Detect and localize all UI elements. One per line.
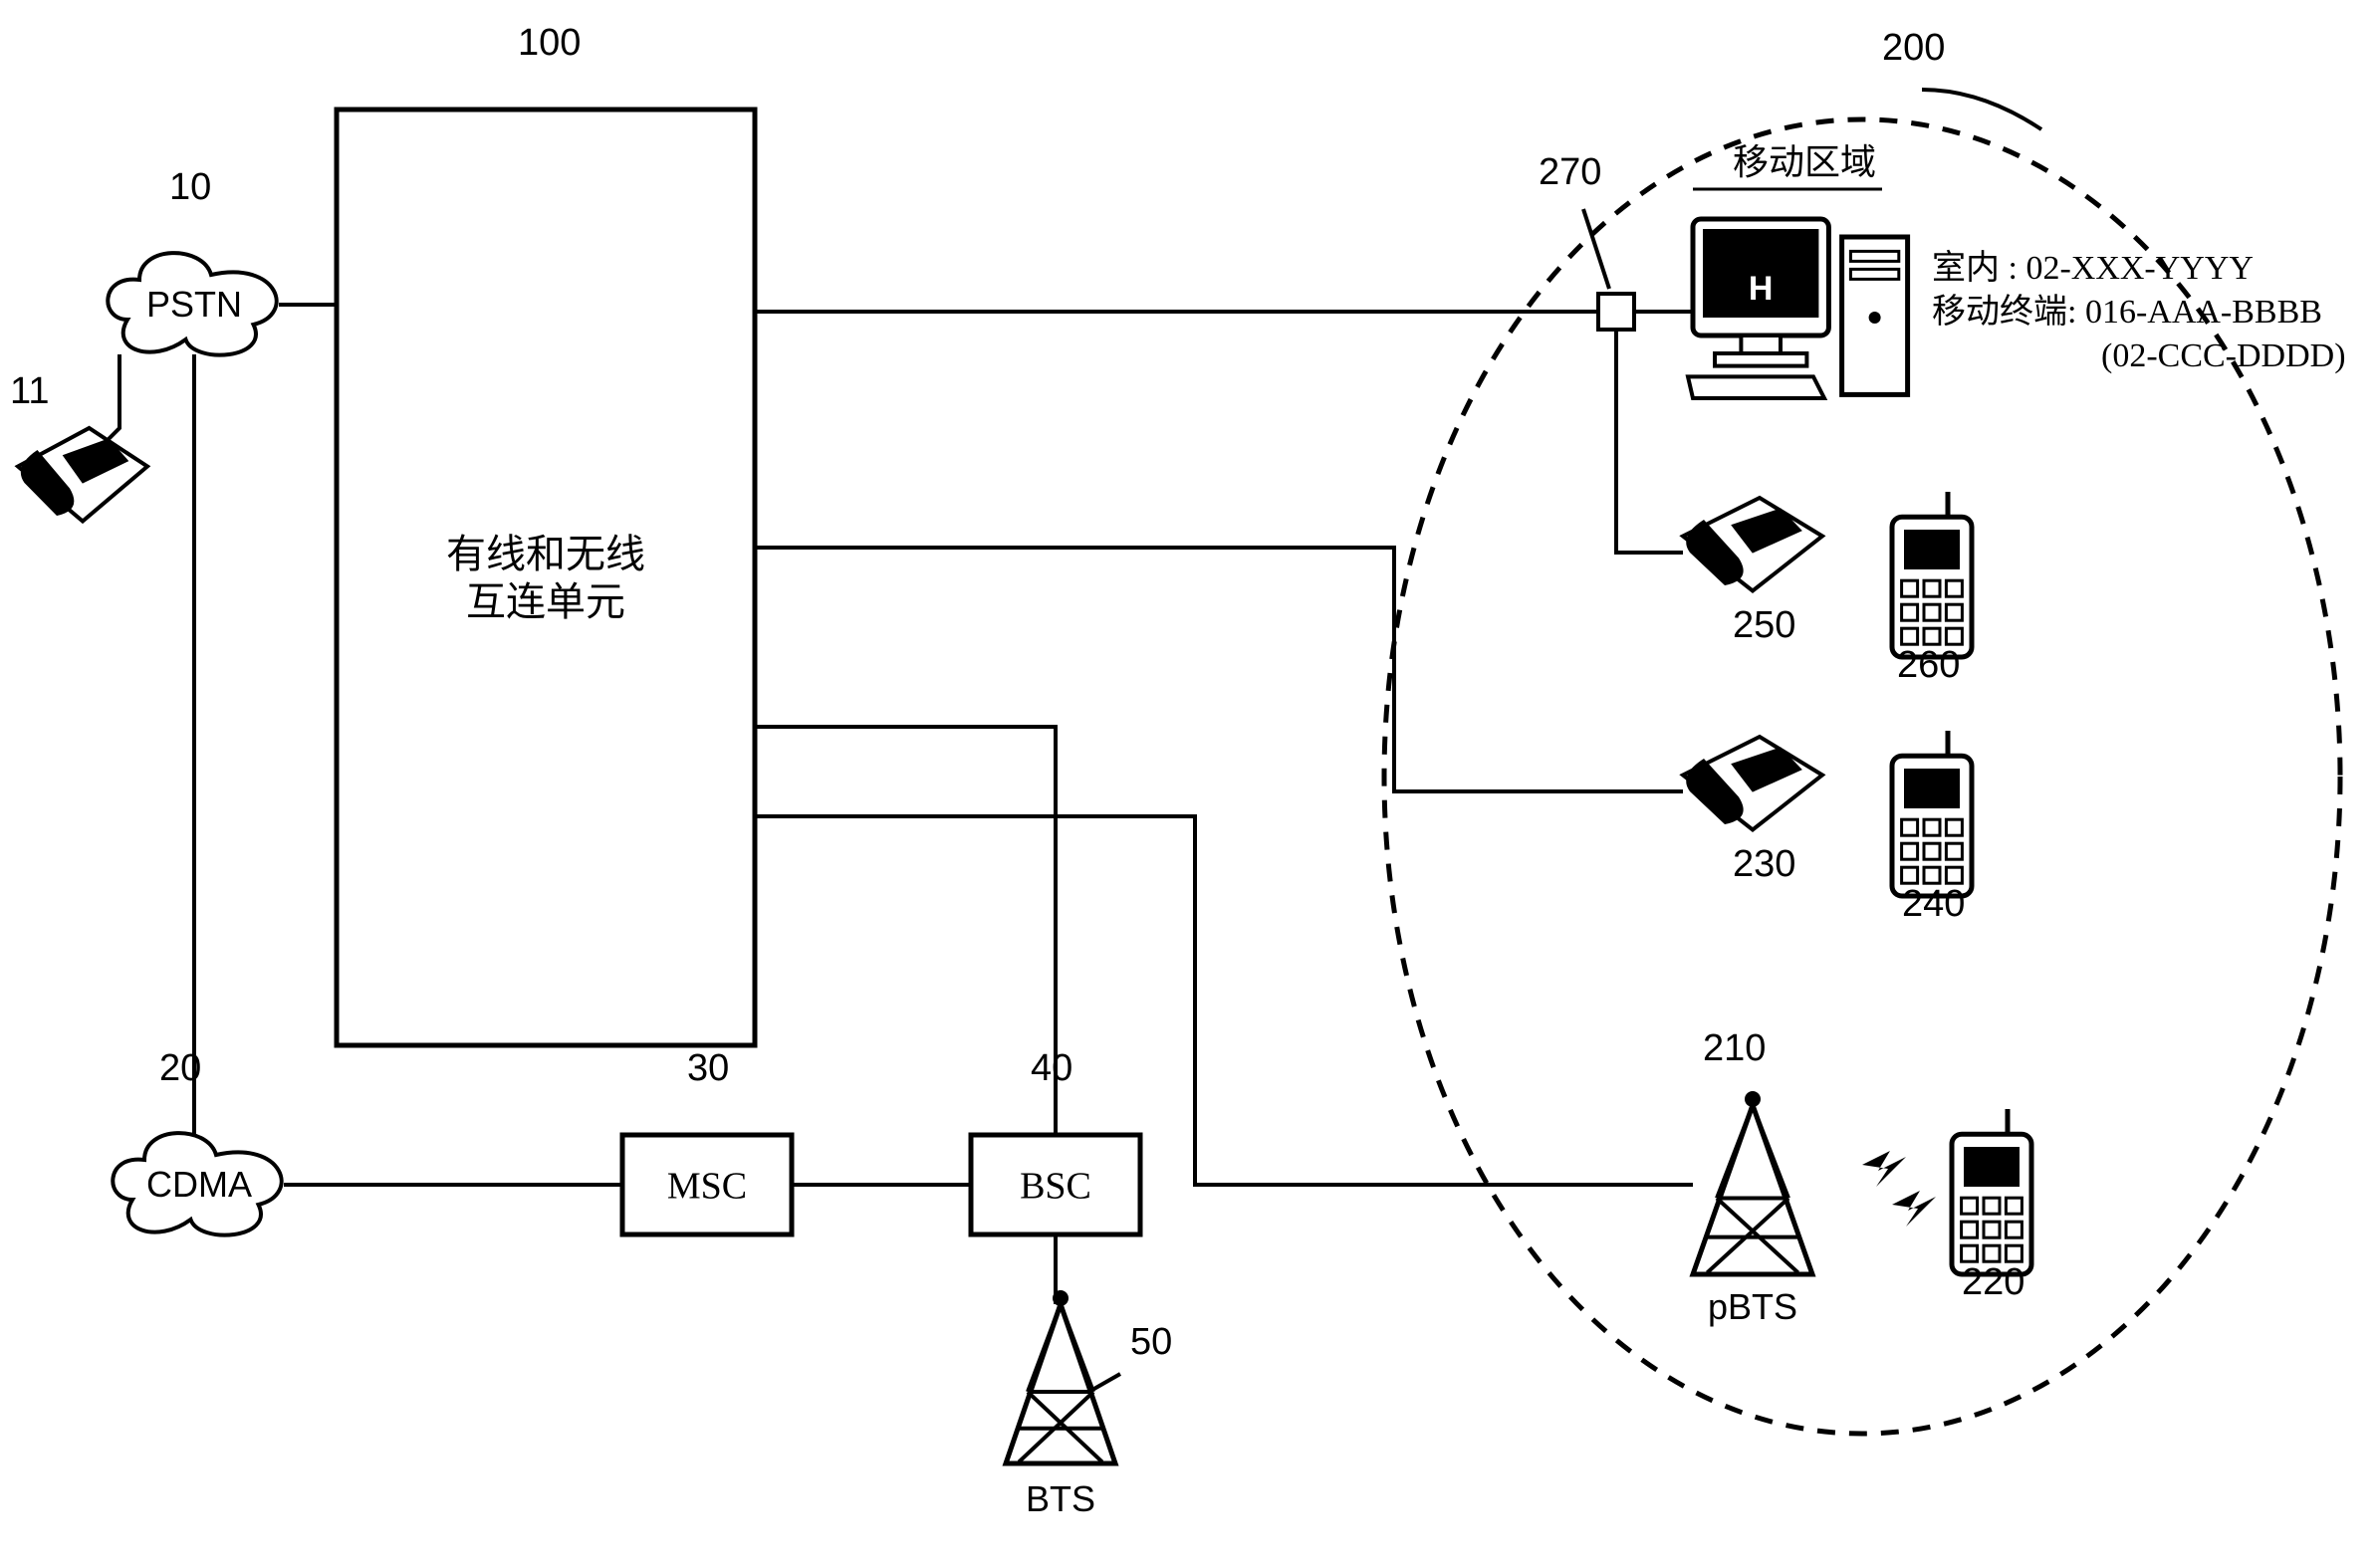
edge-splitter-phone1 (1616, 330, 1683, 553)
edge-interconnect-bsc_top (755, 727, 1056, 1135)
id-label-100: 100 (518, 22, 581, 64)
id-label-270: 270 (1539, 151, 1601, 193)
rect-label: MSC (667, 1165, 747, 1207)
edge-interconnect-pbts (755, 816, 1693, 1185)
rect-BSC: BSC (971, 1135, 1140, 1234)
id-label-230: 230 (1733, 843, 1795, 885)
cloud-CDMA: CDMA (113, 1133, 281, 1235)
id-label-50: 50 (1130, 1321, 1172, 1363)
leader-200 (1922, 90, 2041, 129)
rect-label: BSC (1020, 1165, 1091, 1207)
pbts-label: pBTS (1708, 1286, 1797, 1327)
rect-有线和无线 互连单元: 有线和无线互连单元 (337, 110, 755, 1045)
mobile-icon (1892, 492, 1972, 657)
edge-interconnect-phone2 (755, 548, 1683, 791)
tower-icon (1693, 1091, 1812, 1274)
bts-label: BTS (1026, 1478, 1095, 1519)
id-label-260: 260 (1897, 644, 1960, 686)
leader-270 (1583, 209, 1609, 289)
splitter-box (1598, 294, 1634, 330)
screen-letter: H (1749, 270, 1774, 308)
mobile-icon (1952, 1109, 2031, 1274)
deskphone-icon (1683, 498, 1822, 591)
id-label-40: 40 (1031, 1047, 1072, 1089)
rect-MSC: MSC (622, 1135, 792, 1234)
mobile-icon (1892, 731, 1972, 896)
region-label: 移动区域 (1733, 142, 1876, 182)
cloud-label: PSTN (146, 284, 242, 325)
id-label-200: 200 (1882, 27, 1945, 69)
id-label-10: 10 (169, 166, 211, 208)
rect-label: 互连单元 (466, 579, 625, 624)
id-label-11: 11 (10, 370, 49, 412)
annotation-indoor: 室内 : 02-XXX-YYYY (1932, 249, 2254, 287)
cloud-PSTN: PSTN (108, 253, 276, 355)
annotation-mobile-alt: (02-CCC-DDDD) (2101, 337, 2346, 374)
computer-icon: H (1688, 219, 1908, 398)
deskphone-icon (18, 428, 147, 522)
id-label-220: 220 (1962, 1261, 2024, 1303)
id-label-250: 250 (1733, 604, 1795, 646)
id-label-20: 20 (159, 1047, 201, 1089)
tower-icon (1006, 1290, 1115, 1463)
id-label-210: 210 (1703, 1027, 1766, 1069)
deskphone-icon (1683, 737, 1822, 830)
rect-label: 有线和无线 (446, 532, 645, 576)
diagram-svg: PSTN CDMA 有线和无线互连单元 MSC BSC H 移动区域 pBTS BTS 10 11 2… (0, 0, 2380, 1567)
annotation-mobile: 移动终端: 016-AAA-BBBB (1932, 293, 2322, 331)
id-label-30: 30 (687, 1047, 729, 1089)
cloud-label: CDMA (146, 1164, 252, 1205)
id-label-240: 240 (1902, 883, 1965, 925)
diagram-canvas: PSTN CDMA 有线和无线互连单元 MSC BSC H 移动区域 pBTS BTS 10 11 2… (0, 0, 2380, 1567)
wireless-zap-icon (1862, 1151, 1936, 1227)
